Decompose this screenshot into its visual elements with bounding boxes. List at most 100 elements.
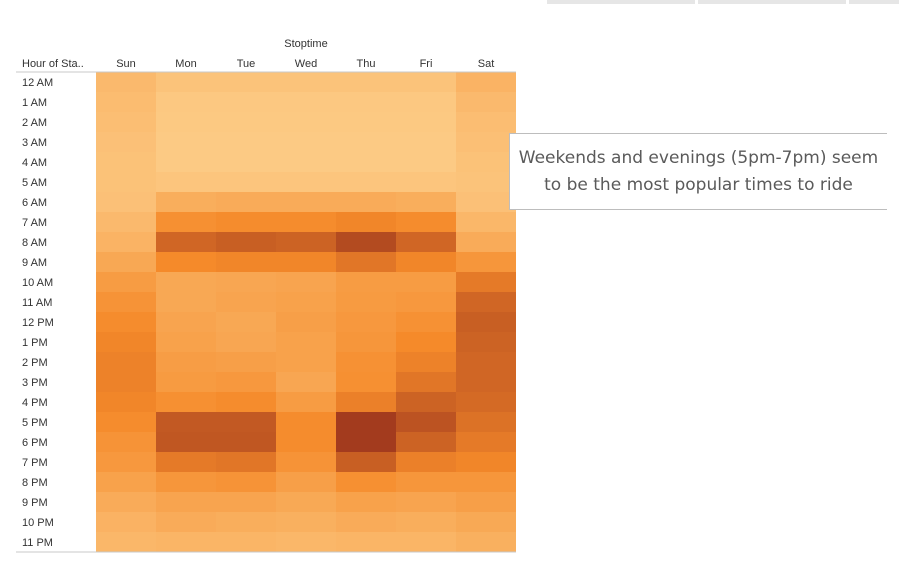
heatmap-cell[interactable] — [96, 452, 156, 472]
heatmap-cell[interactable] — [336, 412, 396, 432]
heatmap-cell[interactable] — [216, 152, 276, 172]
heatmap-cell[interactable] — [156, 512, 216, 532]
heatmap-cell[interactable] — [216, 172, 276, 192]
heatmap-cell[interactable] — [96, 112, 156, 132]
heatmap-cell[interactable] — [216, 272, 276, 292]
heatmap-cell[interactable] — [96, 232, 156, 252]
heatmap-cell[interactable] — [336, 492, 396, 512]
heatmap-cell[interactable] — [336, 212, 396, 232]
heatmap-cell[interactable] — [216, 132, 276, 152]
heatmap-cell[interactable] — [96, 92, 156, 112]
heatmap-cell[interactable] — [276, 112, 336, 132]
heatmap-cell[interactable] — [276, 532, 336, 552]
heatmap-cell[interactable] — [276, 212, 336, 232]
heatmap-cell[interactable] — [456, 192, 516, 212]
heatmap-cell[interactable] — [456, 412, 516, 432]
heatmap-cell[interactable] — [216, 252, 276, 272]
heatmap-cell[interactable] — [96, 492, 156, 512]
heatmap-cell[interactable] — [96, 72, 156, 92]
window-tab[interactable] — [698, 0, 846, 4]
heatmap-cell[interactable] — [216, 432, 276, 452]
heatmap-cell[interactable] — [456, 312, 516, 332]
heatmap-cell[interactable] — [156, 232, 216, 252]
heatmap-cell[interactable] — [456, 152, 516, 172]
heatmap-cell[interactable] — [336, 372, 396, 392]
heatmap-cell[interactable] — [336, 72, 396, 92]
heatmap-cell[interactable] — [156, 212, 216, 232]
heatmap-cell[interactable] — [336, 532, 396, 552]
heatmap-cell[interactable] — [396, 72, 456, 92]
heatmap-cell[interactable] — [396, 512, 456, 532]
heatmap-cell[interactable] — [96, 472, 156, 492]
heatmap-cell[interactable] — [336, 352, 396, 372]
heatmap-cell[interactable] — [276, 492, 336, 512]
heatmap-cell[interactable] — [96, 312, 156, 332]
heatmap-cell[interactable] — [276, 152, 336, 172]
heatmap-cell[interactable] — [456, 252, 516, 272]
heatmap-cell[interactable] — [96, 412, 156, 432]
heatmap-cell[interactable] — [276, 312, 336, 332]
heatmap-cell[interactable] — [156, 352, 216, 372]
heatmap-cell[interactable] — [456, 492, 516, 512]
heatmap-cell[interactable] — [396, 252, 456, 272]
heatmap-cell[interactable] — [216, 92, 276, 112]
heatmap-cell[interactable] — [216, 472, 276, 492]
heatmap-cell[interactable] — [276, 252, 336, 272]
heatmap-cell[interactable] — [216, 292, 276, 312]
heatmap-cell[interactable] — [456, 272, 516, 292]
heatmap-cell[interactable] — [456, 92, 516, 112]
heatmap-cell[interactable] — [96, 272, 156, 292]
heatmap-cell[interactable] — [396, 232, 456, 252]
heatmap-cell[interactable] — [396, 392, 456, 412]
heatmap-cell[interactable] — [336, 252, 396, 272]
heatmap-cell[interactable] — [456, 112, 516, 132]
heatmap-cell[interactable] — [336, 112, 396, 132]
heatmap-cell[interactable] — [216, 332, 276, 352]
heatmap-cell[interactable] — [96, 212, 156, 232]
heatmap-cell[interactable] — [96, 252, 156, 272]
heatmap-cell[interactable] — [276, 172, 336, 192]
heatmap-cell[interactable] — [216, 372, 276, 392]
heatmap-cell[interactable] — [276, 132, 336, 152]
heatmap-cell[interactable] — [96, 132, 156, 152]
heatmap-cell[interactable] — [216, 452, 276, 472]
heatmap-cell[interactable] — [156, 432, 216, 452]
heatmap-cell[interactable] — [96, 372, 156, 392]
heatmap-cell[interactable] — [336, 312, 396, 332]
heatmap-cell[interactable] — [276, 352, 336, 372]
heatmap-cell[interactable] — [216, 312, 276, 332]
heatmap-cell[interactable] — [456, 352, 516, 372]
heatmap-cell[interactable] — [456, 512, 516, 532]
heatmap-cell[interactable] — [96, 152, 156, 172]
heatmap-cell[interactable] — [216, 72, 276, 92]
heatmap-cell[interactable] — [396, 132, 456, 152]
heatmap-cell[interactable] — [456, 292, 516, 312]
heatmap-cell[interactable] — [156, 112, 216, 132]
heatmap-cell[interactable] — [216, 492, 276, 512]
heatmap-cell[interactable] — [396, 352, 456, 372]
heatmap-cell[interactable] — [456, 332, 516, 352]
heatmap-cell[interactable] — [396, 212, 456, 232]
heatmap-cell[interactable] — [276, 512, 336, 532]
heatmap-cell[interactable] — [456, 212, 516, 232]
heatmap-cell[interactable] — [336, 292, 396, 312]
heatmap-cell[interactable] — [396, 192, 456, 212]
heatmap-cell[interactable] — [96, 512, 156, 532]
heatmap-cell[interactable] — [216, 412, 276, 432]
heatmap-cell[interactable] — [336, 232, 396, 252]
heatmap-cell[interactable] — [336, 152, 396, 172]
heatmap-cell[interactable] — [96, 332, 156, 352]
heatmap-cell[interactable] — [156, 172, 216, 192]
heatmap-cell[interactable] — [456, 432, 516, 452]
heatmap-cell[interactable] — [96, 432, 156, 452]
heatmap-cell[interactable] — [276, 332, 336, 352]
heatmap-cell[interactable] — [336, 432, 396, 452]
heatmap-cell[interactable] — [396, 312, 456, 332]
heatmap-cell[interactable] — [156, 392, 216, 412]
heatmap-cell[interactable] — [396, 292, 456, 312]
heatmap-cell[interactable] — [336, 452, 396, 472]
heatmap-cell[interactable] — [276, 232, 336, 252]
heatmap-cell[interactable] — [96, 532, 156, 552]
heatmap-cell[interactable] — [156, 412, 216, 432]
heatmap-cell[interactable] — [456, 472, 516, 492]
